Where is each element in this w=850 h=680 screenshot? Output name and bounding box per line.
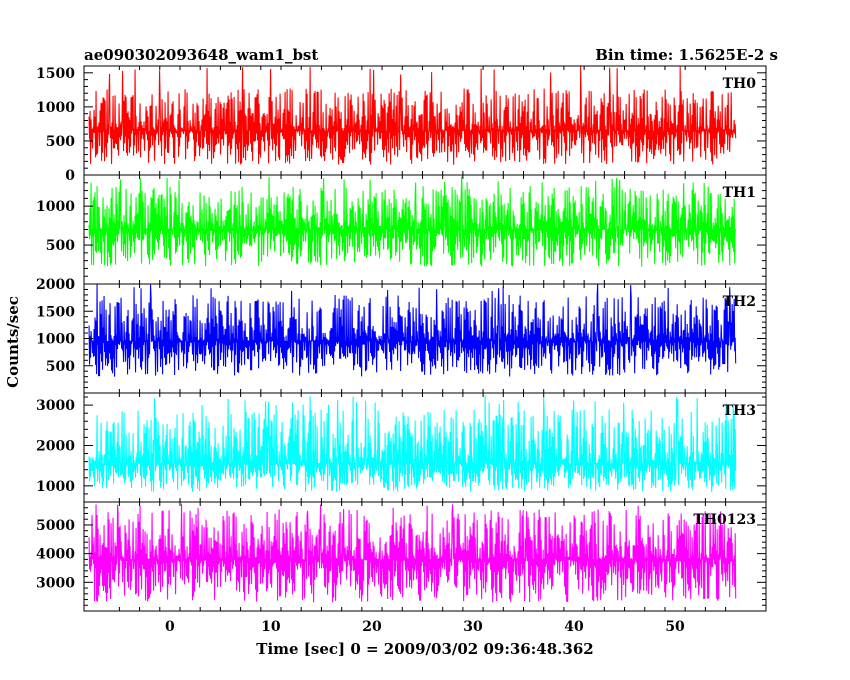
series-line-th3	[88, 395, 737, 492]
x-tick-label: 0	[165, 619, 175, 635]
panel-label-th1: TH1	[723, 185, 756, 201]
panel-th3: 1000 2000 3000 TH3	[36, 392, 767, 503]
y-tick-label: 3000	[36, 398, 75, 414]
y-tick-label: 2000	[36, 277, 75, 293]
x-tick-label: 10	[261, 619, 281, 635]
panel-th0123: 3000 4000 5000 TH0123	[36, 501, 767, 612]
series-line-th0123	[88, 503, 737, 603]
y-tick-label: 0	[65, 168, 75, 184]
y-tick-label: 500	[46, 134, 75, 150]
y-tick-label: 3000	[36, 575, 75, 591]
y-tick-label: 500	[46, 238, 75, 254]
y-tick-label: 1000	[36, 332, 75, 348]
series-line-th1	[88, 176, 737, 267]
y-tick-label: 500	[46, 359, 75, 375]
panel-th2: 500 1000 1500 2000 TH2	[36, 277, 767, 394]
panel-label-th0: TH0	[723, 76, 757, 92]
y-tick-label: 5000	[36, 518, 75, 534]
x-tick-label: 50	[665, 619, 685, 635]
y-tick-label: 1000	[36, 479, 75, 495]
y-axis-label: Counts/sec	[4, 296, 22, 388]
series-line-th2	[88, 283, 737, 377]
panel-label-th3: TH3	[723, 403, 756, 419]
y-tick-label: 1000	[36, 100, 75, 116]
x-axis-label: Time [sec] 0 = 2009/03/02 09:36:48.362	[256, 640, 593, 658]
y-tick-label: 1500	[36, 66, 75, 82]
y-tick-label: 1500	[36, 304, 75, 320]
x-tick-label: 30	[463, 619, 483, 635]
panel-frame	[83, 501, 767, 612]
x-tick-label: 40	[564, 619, 584, 635]
chart-title: ae090302093648_wam1_bst	[84, 46, 318, 64]
x-tick-label: 20	[362, 619, 382, 635]
panels-group: 050010001500TH005001000TH150010001500200…	[36, 65, 767, 635]
bin-time-label: Bin time: 1.5625E-2 s	[595, 46, 778, 64]
panel-label-th2: TH2	[723, 294, 756, 310]
y-tick-label: 4000	[36, 547, 75, 563]
series-line-th0	[88, 66, 737, 165]
y-tick-label: 0	[65, 277, 75, 293]
panel-th1: 0 500 1000 TH1	[36, 174, 767, 293]
panel-label-th0123: TH0123	[693, 512, 756, 528]
panel-th0: 0 500 1000 1500 TH0	[36, 65, 767, 184]
y-tick-label: 1000	[36, 199, 75, 215]
y-tick-label: 2000	[36, 438, 75, 454]
